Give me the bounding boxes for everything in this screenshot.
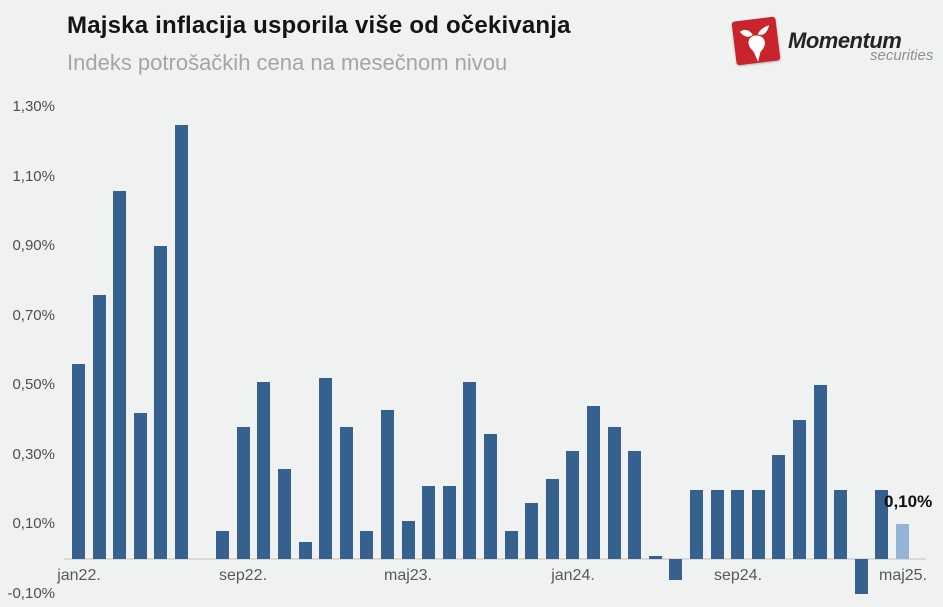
bar-jan22 (72, 364, 85, 559)
bar-sep23 (484, 433, 497, 559)
bar-apr22 (133, 413, 147, 559)
bar-maj22 (154, 246, 168, 559)
bar-dec22 (298, 541, 312, 559)
bar-nov23 (525, 503, 539, 559)
bar-okt24 (751, 489, 765, 559)
bar-jan23 (319, 378, 333, 559)
x-tick-label: maj25. (878, 567, 928, 584)
bar-jan24 (566, 451, 580, 559)
bar-okt23 (504, 531, 518, 559)
bar-maj23 (401, 520, 415, 559)
chart-subtitle: Indeks potrošačkih cena na mesečnom nivo… (67, 50, 508, 75)
bar-feb23 (339, 426, 353, 559)
bar-mar24 (607, 426, 621, 559)
bar-dec23 (545, 479, 559, 559)
bull-icon (731, 16, 781, 66)
bar-sep24 (731, 489, 745, 559)
momentum-logo: Momentum securities (728, 14, 933, 74)
x-tick-label: jan22. (57, 567, 101, 584)
bar-maj24 (648, 555, 662, 559)
logo-sub-text: securities (870, 47, 934, 64)
y-tick-label: 0,90% (12, 237, 55, 254)
bar-mar22 (113, 190, 127, 559)
bar-nov24 (772, 454, 786, 559)
bar-apr25 (875, 489, 889, 559)
bar-mar23 (360, 531, 374, 559)
y-tick-label: 0,30% (12, 446, 55, 463)
x-tick-label: jan24. (551, 567, 595, 584)
y-tick-label: 0,10% (12, 515, 55, 532)
bar-apr23 (381, 409, 394, 559)
y-tick-label: 1,30% (12, 98, 55, 115)
bar-feb24 (587, 406, 600, 559)
bar-okt22 (257, 381, 271, 559)
chart-title: Majska inflacija usporila više od očekiv… (67, 12, 571, 39)
bar-apr24 (628, 451, 642, 559)
bar-dec24 (793, 420, 806, 559)
y-tick-label: 0,70% (12, 307, 55, 324)
logo-brand-text: Momentum (788, 28, 902, 53)
bar-feb22 (92, 294, 106, 559)
bar-avg24 (710, 489, 724, 559)
bar-jun22 (175, 124, 188, 559)
y-tick-label: -0,10% (7, 585, 55, 602)
last-value-data-label: 0,10% (884, 492, 933, 511)
bar-jun23 (422, 486, 436, 559)
bar-jun24 (669, 559, 683, 580)
bar-avg23 (463, 381, 477, 559)
bar-maj25 (896, 524, 909, 559)
bar-avg22 (216, 531, 230, 559)
bar-jul23 (442, 486, 456, 559)
x-tick-label: sep24. (713, 567, 763, 584)
x-tick-label: sep22. (218, 567, 268, 584)
x-axis-line (64, 558, 926, 560)
x-tick-label: maj23. (383, 567, 433, 584)
y-tick-label: 1,10% (12, 168, 55, 185)
bar-mar25 (854, 559, 868, 594)
bar-jan25 (813, 385, 827, 559)
bar-nov22 (278, 468, 291, 559)
bar-sep22 (236, 426, 250, 559)
bar-feb25 (834, 489, 848, 559)
bar-jul24 (690, 489, 703, 559)
y-tick-label: 0,50% (12, 376, 55, 393)
